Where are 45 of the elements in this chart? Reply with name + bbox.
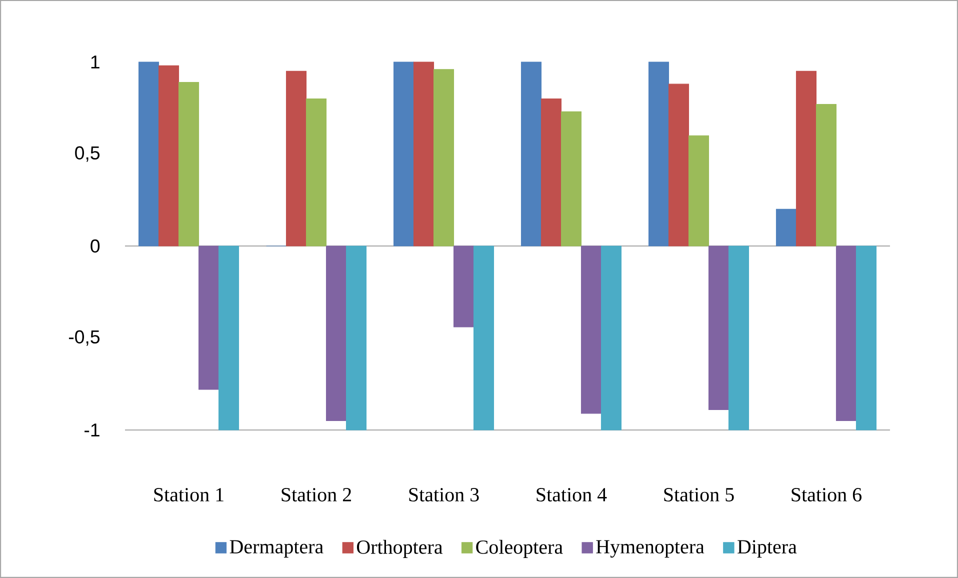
bar (648, 62, 670, 246)
bar (306, 98, 327, 246)
bar (413, 62, 434, 246)
bar (776, 208, 797, 246)
bar (836, 246, 857, 422)
y-tick-label: 0,5 (75, 146, 100, 162)
legend-label: Diptera (738, 540, 797, 558)
y-tick-label: -1 (84, 424, 100, 436)
bar (198, 246, 220, 390)
legend-label: Coleoptera (476, 540, 563, 558)
bar (473, 246, 494, 430)
bar (600, 246, 622, 430)
y-tick-label: 0 (90, 239, 100, 253)
bar (326, 246, 347, 422)
bar (668, 84, 690, 246)
x-tick-label: Station 2 (282, 488, 351, 502)
y-tick-label: -0,5 (68, 330, 100, 346)
legend-label: Hymenoptera (596, 540, 704, 558)
y-tick-label: 1 (91, 56, 100, 68)
legend-label: Dermaptera (230, 540, 324, 558)
bar (433, 69, 454, 246)
bar (138, 62, 160, 246)
bar (728, 246, 750, 430)
bar (286, 70, 307, 246)
bar (580, 246, 602, 414)
x-tick-label: Station 1 (154, 488, 224, 502)
bar (346, 246, 367, 430)
legend-label: Orthoptera (356, 540, 443, 558)
bar (453, 246, 474, 328)
bar (158, 65, 180, 246)
bar (796, 70, 817, 246)
x-tick-label: Station 6 (792, 488, 862, 502)
bar (560, 111, 582, 246)
bar (708, 246, 730, 410)
x-tick-label: Station 4 (536, 488, 607, 502)
bar (520, 62, 542, 246)
bar (393, 62, 414, 246)
x-tick-label: Station 5 (664, 488, 734, 502)
bar (816, 104, 837, 246)
bar (178, 82, 200, 246)
x-tick-label: Station 3 (409, 488, 479, 502)
bar (856, 246, 877, 430)
bar (540, 98, 562, 246)
bar (218, 246, 240, 430)
bar (688, 135, 710, 246)
